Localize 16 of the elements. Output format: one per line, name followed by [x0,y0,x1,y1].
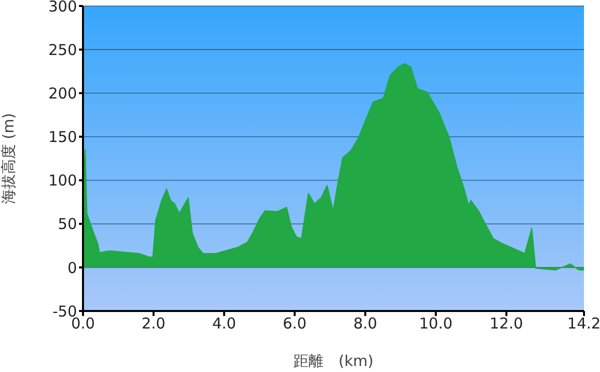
y-tick-label: 50 [58,215,77,234]
x-tick-label: 6.0 [282,314,307,333]
y-tick-label: 100 [48,172,77,190]
x-axis-title: 距離 (km) [293,352,374,370]
x-tick-label: 12.0 [490,314,524,333]
y-tick-label: 0 [67,258,77,277]
x-tick-label: 2.0 [142,314,166,333]
y-tick-label: 150 [48,128,77,146]
x-tick-label: 10.0 [419,314,453,333]
y-tick-label: 200 [48,84,77,102]
x-tick-label: 4.0 [212,314,236,333]
y-tick-label: 300 [48,0,77,16]
y-axis-title: 海拔高度 (m) [0,112,18,204]
y-tick-label: 250 [48,40,77,59]
x-tick-label: 14.2 [567,314,600,333]
x-tick-label: 8.0 [353,314,378,333]
